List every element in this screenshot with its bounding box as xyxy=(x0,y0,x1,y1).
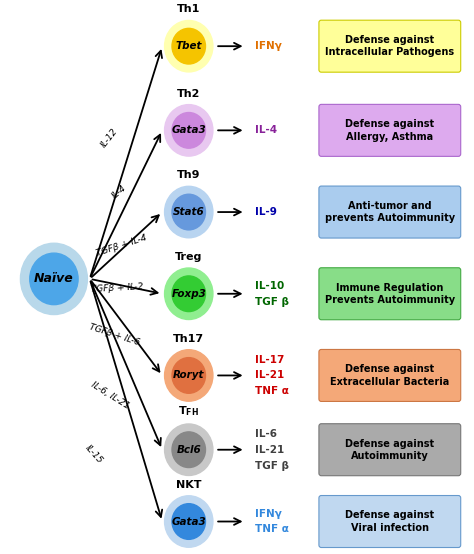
Text: TNF α: TNF α xyxy=(255,525,289,535)
Text: Defense against
Extracellular Bacteria: Defense against Extracellular Bacteria xyxy=(330,364,449,387)
Text: IL-10: IL-10 xyxy=(255,281,284,291)
Text: IFNγ: IFNγ xyxy=(255,41,282,51)
Text: TGFβ + IL-6: TGFβ + IL-6 xyxy=(88,322,141,347)
Text: Defense against
Autoimmunity: Defense against Autoimmunity xyxy=(345,439,434,461)
Text: IL-4: IL-4 xyxy=(255,125,277,135)
Text: Naïve: Naïve xyxy=(34,273,74,285)
Circle shape xyxy=(164,186,213,238)
Text: Gata3: Gata3 xyxy=(172,125,206,135)
Circle shape xyxy=(172,194,206,230)
Circle shape xyxy=(164,424,213,475)
Circle shape xyxy=(164,20,213,72)
Text: Stat6: Stat6 xyxy=(173,207,205,217)
FancyBboxPatch shape xyxy=(319,268,461,320)
Circle shape xyxy=(30,253,78,305)
FancyBboxPatch shape xyxy=(319,104,461,156)
FancyBboxPatch shape xyxy=(319,495,461,547)
Circle shape xyxy=(20,243,87,315)
Text: Immune Regulation
Prevents Autoimmunity: Immune Regulation Prevents Autoimmunity xyxy=(325,283,455,305)
Text: IL-21: IL-21 xyxy=(255,371,284,381)
Circle shape xyxy=(164,496,213,547)
Text: Th17: Th17 xyxy=(173,334,204,344)
Text: Roryt: Roryt xyxy=(173,371,204,381)
Circle shape xyxy=(164,268,213,320)
Circle shape xyxy=(172,504,206,540)
Text: TNF α: TNF α xyxy=(255,386,289,396)
Circle shape xyxy=(172,358,206,393)
Text: Bcl6: Bcl6 xyxy=(176,445,201,455)
Text: Anti-tumor and
prevents Autoimmunity: Anti-tumor and prevents Autoimmunity xyxy=(325,201,455,223)
Text: IL-6, IL-21: IL-6, IL-21 xyxy=(89,380,130,411)
Circle shape xyxy=(172,112,206,148)
Text: $\mathbf{T_{FH}}$: $\mathbf{T_{FH}}$ xyxy=(178,404,199,418)
Text: Th9: Th9 xyxy=(177,171,201,181)
FancyBboxPatch shape xyxy=(319,186,461,238)
Text: Defense against
Intracellular Pathogens: Defense against Intracellular Pathogens xyxy=(325,35,455,58)
Text: Defense against
Allergy, Asthma: Defense against Allergy, Asthma xyxy=(345,119,434,142)
Text: TGFβ + IL-4: TGFβ + IL-4 xyxy=(95,233,148,258)
FancyBboxPatch shape xyxy=(319,350,461,402)
Text: IL-9: IL-9 xyxy=(255,207,277,217)
Circle shape xyxy=(172,432,206,468)
Text: TGFβ + IL-2: TGFβ + IL-2 xyxy=(90,282,143,294)
FancyBboxPatch shape xyxy=(319,424,461,476)
Text: IL-15: IL-15 xyxy=(83,444,104,466)
Text: Gata3: Gata3 xyxy=(172,516,206,526)
Circle shape xyxy=(164,105,213,156)
Text: NKT: NKT xyxy=(176,480,201,490)
Circle shape xyxy=(164,350,213,401)
Text: TGF β: TGF β xyxy=(255,460,289,470)
Text: IFNγ: IFNγ xyxy=(255,509,282,519)
Text: IL-4: IL-4 xyxy=(110,184,128,201)
Text: IL-6: IL-6 xyxy=(255,429,277,439)
Text: IL-17: IL-17 xyxy=(255,355,284,365)
Circle shape xyxy=(172,276,206,311)
Text: Th2: Th2 xyxy=(177,89,201,99)
Text: Treg: Treg xyxy=(175,252,202,262)
Text: Tbet: Tbet xyxy=(175,41,202,51)
Text: Th1: Th1 xyxy=(177,4,201,14)
Text: TGF β: TGF β xyxy=(255,297,289,307)
Text: Foxp3: Foxp3 xyxy=(171,289,206,299)
Text: Defense against
Viral infection: Defense against Viral infection xyxy=(345,510,434,533)
Text: IL-21: IL-21 xyxy=(255,445,284,455)
FancyBboxPatch shape xyxy=(319,20,461,72)
Text: IL-12: IL-12 xyxy=(100,126,120,149)
Circle shape xyxy=(172,28,206,64)
